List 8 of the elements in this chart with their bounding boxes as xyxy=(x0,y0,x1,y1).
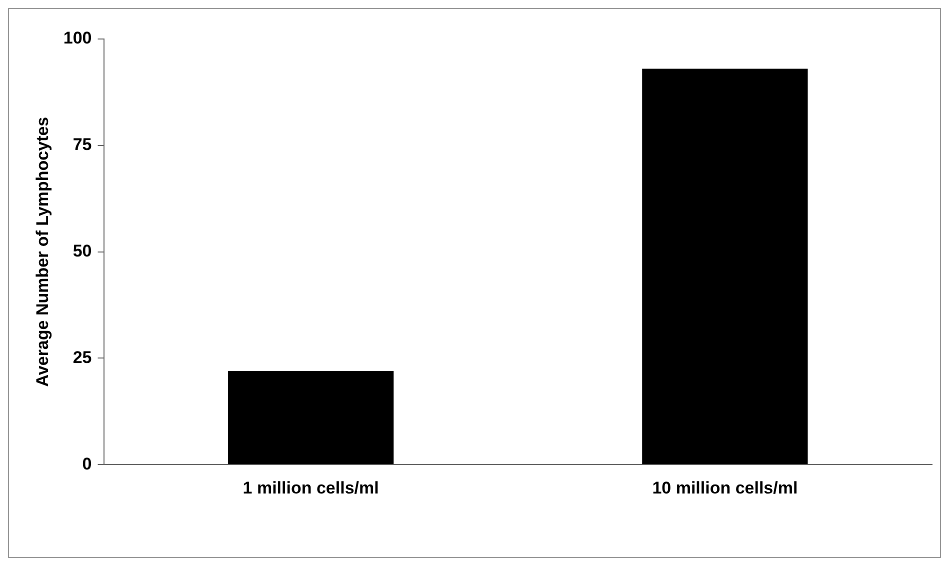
y-axis-title: Average Number of Lymphocytes xyxy=(32,116,52,387)
y-tick-label: 100 xyxy=(63,28,92,48)
y-tick-label: 0 xyxy=(82,454,92,474)
y-tick-label: 25 xyxy=(72,348,92,367)
y-tick-label: 50 xyxy=(72,241,92,260)
y-tick-label: 75 xyxy=(72,135,92,154)
x-tick-label: 1 million cells/ml xyxy=(242,478,379,498)
x-tick-label: 10 million cells/ml xyxy=(652,478,798,498)
